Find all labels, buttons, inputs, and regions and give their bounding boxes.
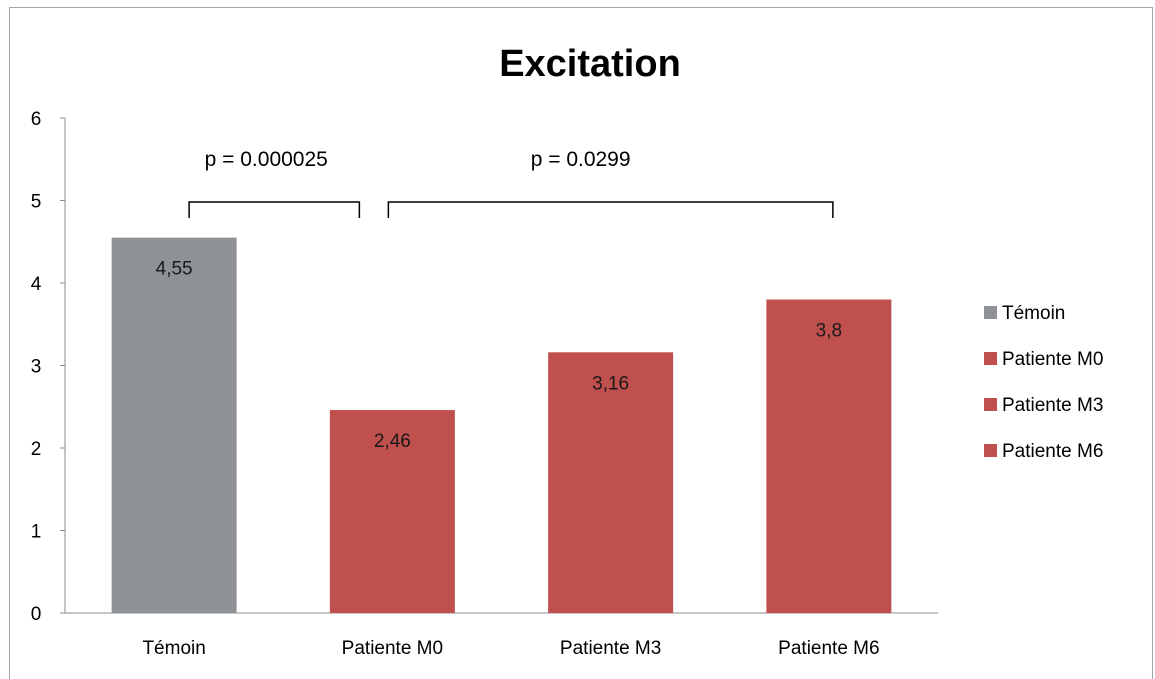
y-tick-label: 5 [31, 192, 42, 213]
x-category-label: Patiente M0 [342, 638, 443, 659]
bar [766, 299, 892, 613]
legend-label: Témoin [1002, 303, 1065, 324]
legend-label: Patiente M0 [1002, 349, 1103, 370]
chart-title: Excitation [499, 43, 681, 85]
y-tick-label: 6 [31, 109, 42, 130]
bar [548, 352, 674, 613]
y-tick-label: 3 [31, 357, 42, 378]
y-tick-label: 2 [31, 439, 42, 460]
y-tick-label: 1 [31, 522, 42, 543]
bars: 4,55 Témoin 2,46 Patiente M0 3,16 Patiente M3… [111, 237, 892, 659]
bar [329, 410, 455, 613]
annotations: p = 0.000025 p = 0.0299 [188, 148, 834, 218]
legend-swatch [984, 444, 997, 457]
data-label: 3,8 [816, 321, 842, 342]
x-category-label: Patiente M3 [560, 638, 661, 659]
y-tick-label: 0 [31, 604, 42, 625]
y-tick-label: 4 [31, 274, 42, 295]
x-category-label: Témoin [142, 638, 205, 659]
data-label: 2,46 [374, 431, 411, 452]
p-value-label: p = 0.000025 [205, 148, 328, 171]
bar [111, 237, 237, 613]
x-category-label: Patiente M6 [778, 638, 879, 659]
legend-swatch [984, 306, 997, 319]
legend-swatch [984, 398, 997, 411]
significance-bracket [387, 201, 834, 218]
legend-label: Patiente M6 [1002, 441, 1103, 462]
legend-label: Patiente M3 [1002, 395, 1103, 416]
chart-frame [9, 7, 1153, 679]
significance-bracket [188, 201, 361, 218]
p-value-label: p = 0.0299 [531, 148, 631, 171]
legend: Témoin Patiente M0 Patiente M3 Patiente M6 [984, 303, 1103, 462]
data-label: 3,16 [592, 373, 629, 394]
data-label: 4,55 [156, 259, 193, 280]
legend-swatch [984, 352, 997, 365]
